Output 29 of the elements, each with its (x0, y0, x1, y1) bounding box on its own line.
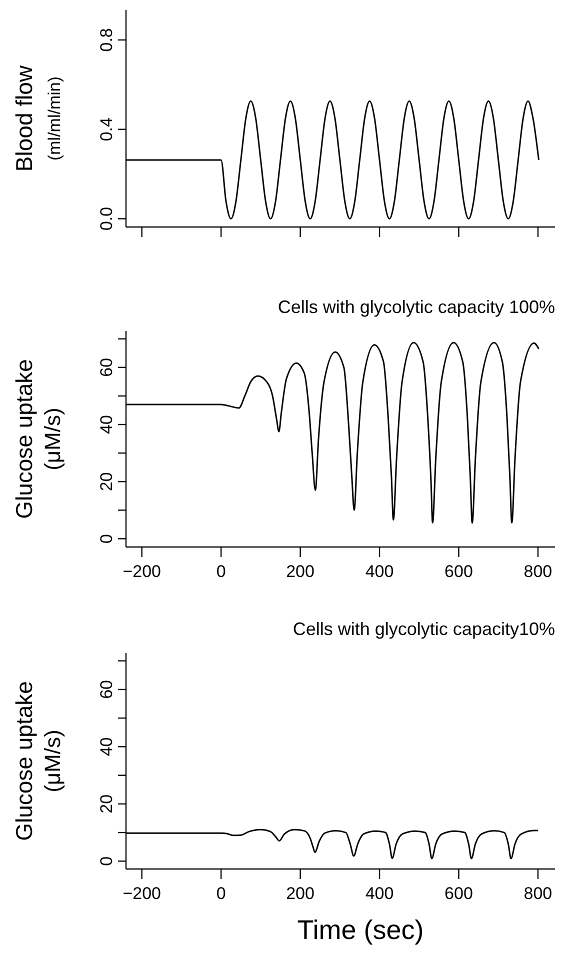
y-tick-label: 60 (97, 358, 116, 377)
x-tick-label: −200 (122, 884, 161, 903)
y-tick-label: 40 (97, 737, 116, 756)
y-tick-label: 40 (97, 415, 116, 434)
y-tick-label: 0 (97, 534, 116, 544)
y-tick-label: 60 (97, 680, 116, 699)
x-tick-label: 200 (286, 562, 314, 581)
x-axis-title: Time (sec) (297, 915, 424, 945)
y-tick-label: 0 (97, 856, 116, 866)
x-tick-label: 200 (286, 884, 314, 903)
y-tick-label: 20 (97, 794, 116, 814)
x-tick-label: 0 (216, 562, 226, 581)
x-tick-label: 600 (444, 884, 473, 903)
y-axis-title: Glucose uptake (μM/s) (11, 359, 65, 519)
x-tick-label: 800 (524, 562, 552, 581)
x-tick-label: 0 (216, 884, 226, 903)
chart-title: Cells with glycolytic capacity10% (292, 619, 555, 639)
x-tick-label: 600 (444, 562, 473, 581)
x-tick-label: 800 (524, 884, 552, 903)
y-tick-label: 0.0 (97, 206, 116, 231)
y-tick-label: 20 (97, 472, 116, 492)
x-tick-label: 400 (365, 562, 394, 581)
y-tick-label: 0.4 (97, 118, 116, 142)
y-axis-title: Glucose uptake (μM/s) (11, 681, 65, 841)
y-tick-label: 0.8 (97, 28, 116, 52)
x-tick-label: −200 (122, 562, 161, 581)
y-axis-title: Blood flow (ml/ml/min) (11, 65, 64, 172)
chart-title: Cells with glycolytic capacity 100% (278, 297, 555, 317)
x-tick-label: 400 (365, 884, 394, 903)
